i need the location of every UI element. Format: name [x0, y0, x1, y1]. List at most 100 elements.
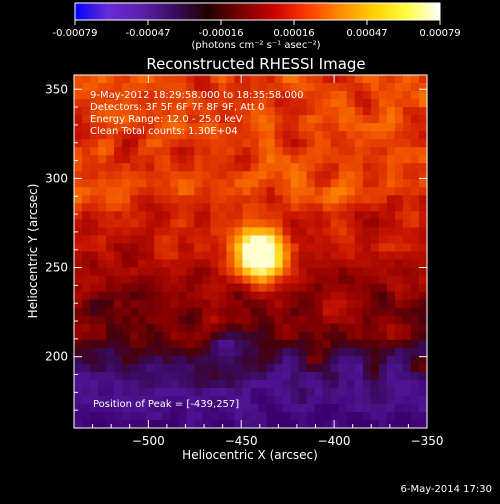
- heatmap-cell: [290, 339, 300, 349]
- heatmap-cell: [82, 355, 91, 365]
- heatmap-cell: [258, 235, 268, 245]
- heatmap-cell: [306, 323, 316, 333]
- heatmap-cell: [298, 379, 308, 389]
- heatmap-cell: [242, 155, 252, 164]
- heatmap-cell: [210, 147, 220, 156]
- heatmap-cell: [130, 91, 139, 100]
- heatmap-cell: [282, 339, 292, 349]
- heatmap-cell: [290, 395, 300, 405]
- heatmap-cell: [386, 171, 396, 180]
- heatmap-cell: [266, 131, 276, 140]
- heatmap-cell: [194, 131, 203, 140]
- heatmap-cell: [394, 115, 404, 124]
- heatmap-cell: [178, 131, 187, 140]
- heatmap-cell: [354, 243, 364, 253]
- heatmap-cell: [154, 99, 163, 108]
- heatmap-cell: [90, 363, 99, 373]
- heatmap-cell: [410, 347, 420, 357]
- heatmap-cell: [346, 139, 356, 148]
- heatmap-cell: [210, 107, 220, 116]
- heatmap-cell: [306, 99, 316, 108]
- heatmap-cell: [74, 203, 83, 212]
- heatmap-cell: [402, 363, 412, 373]
- heatmap-cell: [74, 155, 83, 164]
- heatmap-cell: [298, 235, 308, 245]
- heatmap-cell: [322, 211, 332, 221]
- heatmap-cell: [362, 179, 372, 188]
- heatmap-cell: [178, 115, 187, 124]
- heatmap-cell: [82, 363, 91, 373]
- heatmap-cell: [362, 123, 372, 132]
- heatmap-cell: [386, 91, 396, 100]
- heatmap-cell: [210, 123, 220, 132]
- heatmap-cell: [130, 155, 139, 164]
- heatmap-cell: [186, 403, 195, 413]
- heatmap-cell: [234, 395, 244, 405]
- heatmap-cell: [402, 299, 412, 309]
- heatmap-cell: [210, 291, 220, 301]
- heatmap-cell: [258, 419, 268, 429]
- heatmap-cell: [178, 387, 187, 397]
- heatmap-cell: [82, 291, 91, 301]
- heatmap-cell: [258, 403, 268, 413]
- heatmap-cell: [210, 195, 220, 204]
- heatmap-cell: [266, 123, 276, 132]
- heatmap-cell: [98, 195, 107, 204]
- heatmap-cell: [386, 403, 396, 413]
- heatmap-cell: [354, 99, 364, 108]
- heatmap-cell: [362, 139, 372, 148]
- heatmap-cell: [202, 363, 211, 373]
- heatmap-cell: [170, 363, 179, 373]
- heatmap-cell: [314, 331, 324, 341]
- heatmap-cell: [306, 91, 316, 100]
- heatmap-cell: [354, 323, 364, 333]
- heatmap-cell: [418, 419, 428, 429]
- heatmap-cell: [130, 419, 139, 429]
- heatmap-cell: [90, 91, 99, 100]
- x-tick-label: −500: [132, 434, 165, 448]
- heatmap-cell: [418, 83, 428, 92]
- heatmap-cell: [362, 171, 372, 180]
- heatmap-cell: [346, 347, 356, 357]
- heatmap-cell: [114, 115, 123, 124]
- heatmap-cell: [234, 163, 244, 172]
- colorbar-units-label: (photons cm⁻² s⁻¹ asec⁻²): [191, 40, 320, 51]
- heatmap-cell: [314, 83, 324, 92]
- heatmap-cell: [178, 379, 187, 389]
- heatmap-cell: [186, 187, 195, 196]
- heatmap-cell: [74, 195, 83, 204]
- heatmap-cell: [98, 275, 107, 285]
- heatmap-cell: [266, 75, 276, 84]
- heatmap-cell: [98, 131, 107, 140]
- heatmap-cell: [314, 291, 324, 301]
- heatmap-cell: [74, 355, 83, 365]
- heatmap-cell: [306, 171, 316, 180]
- heatmap-cell: [154, 363, 163, 373]
- heatmap-cell: [82, 419, 91, 429]
- heatmap-cell: [290, 107, 300, 116]
- heatmap-cell: [74, 163, 83, 172]
- heatmap-cell: [90, 235, 99, 245]
- heatmap-cell: [202, 331, 211, 341]
- heatmap-cell: [362, 99, 372, 108]
- heatmap-cell: [306, 387, 316, 397]
- heatmap-cell: [258, 195, 268, 204]
- heatmap-cell: [394, 387, 404, 397]
- heatmap-cell: [354, 275, 364, 285]
- heatmap-cell: [290, 347, 300, 357]
- heatmap-cell: [122, 75, 131, 84]
- heatmap-cell: [98, 107, 107, 116]
- heatmap-cell: [146, 123, 155, 132]
- heatmap-cell: [218, 179, 228, 188]
- heatmap-cell: [274, 315, 284, 325]
- heatmap-cell: [418, 371, 428, 381]
- heatmap-cell: [266, 379, 276, 389]
- heatmap-cell: [410, 235, 420, 245]
- heatmap-cell: [306, 139, 316, 148]
- heatmap-cell: [186, 291, 195, 301]
- heatmap-cell: [362, 115, 372, 124]
- heatmap-cell: [314, 251, 324, 261]
- heatmap-cell: [122, 299, 131, 309]
- heatmap-cell: [82, 315, 91, 325]
- heatmap-cell: [178, 283, 187, 293]
